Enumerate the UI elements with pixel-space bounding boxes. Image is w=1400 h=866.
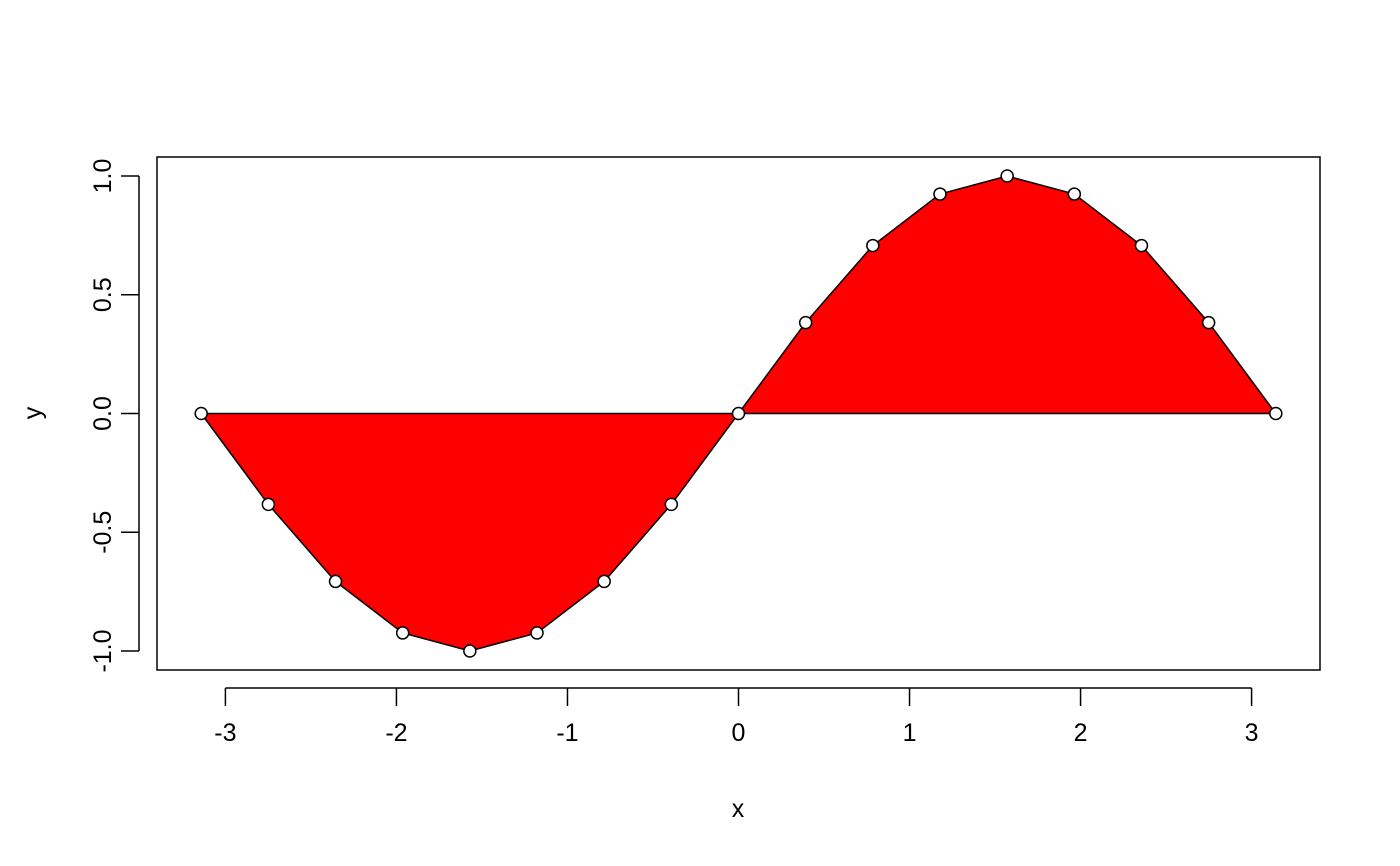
data-point-5: [530, 626, 544, 640]
data-point-1: [261, 497, 276, 512]
data-point-4: [463, 644, 477, 658]
data-point-3: [395, 626, 410, 640]
data-point-6: [597, 574, 611, 589]
data-point-12: [1000, 169, 1014, 183]
plot-frame: [156, 156, 1321, 671]
x-tick-label-5: 2: [1074, 719, 1088, 747]
y-axis-label: y: [19, 406, 47, 419]
y-axis: -1.0 -0.5 0.0 0.5 1.0: [89, 159, 140, 673]
x-tick-label-6: 3: [1245, 719, 1259, 747]
x-tick-label-1: -2: [385, 719, 407, 747]
data-point-2: [328, 574, 343, 589]
x-axis-label: x: [732, 795, 745, 823]
x-tick-label-0: -3: [214, 719, 236, 747]
data-point-8: [731, 406, 746, 421]
data-point-16: [1269, 406, 1283, 421]
data-point-10: [866, 238, 880, 253]
data-points-layer: [194, 169, 1283, 658]
y-tick-label-4: 1.0: [89, 159, 117, 194]
data-point-0: [194, 406, 208, 421]
data-point-14: [1134, 238, 1149, 253]
data-point-9: [798, 315, 813, 330]
data-point-15: [1201, 315, 1216, 330]
y-tick-label-3: 0.5: [89, 277, 117, 312]
data-point-11: [933, 187, 947, 201]
data-point-13: [1067, 187, 1082, 201]
y-tick-label-1: -0.5: [89, 511, 117, 554]
x-tick-label-4: 1: [903, 719, 917, 747]
x-tick-label-3: 0: [732, 719, 746, 747]
y-tick-label-2: 0.0: [89, 396, 117, 431]
y-tick-label-0: -1.0: [89, 629, 117, 672]
x-tick-label-2: -1: [556, 719, 578, 747]
data-point-7: [664, 497, 679, 512]
x-axis: -3 -2 -1 0 1 2 3: [214, 687, 1259, 747]
